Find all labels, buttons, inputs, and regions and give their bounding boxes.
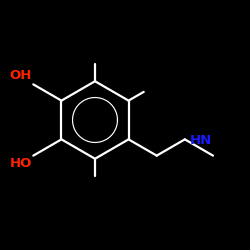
Text: OH: OH [10,69,32,82]
Text: HN: HN [189,134,212,147]
Text: HO: HO [10,157,32,170]
